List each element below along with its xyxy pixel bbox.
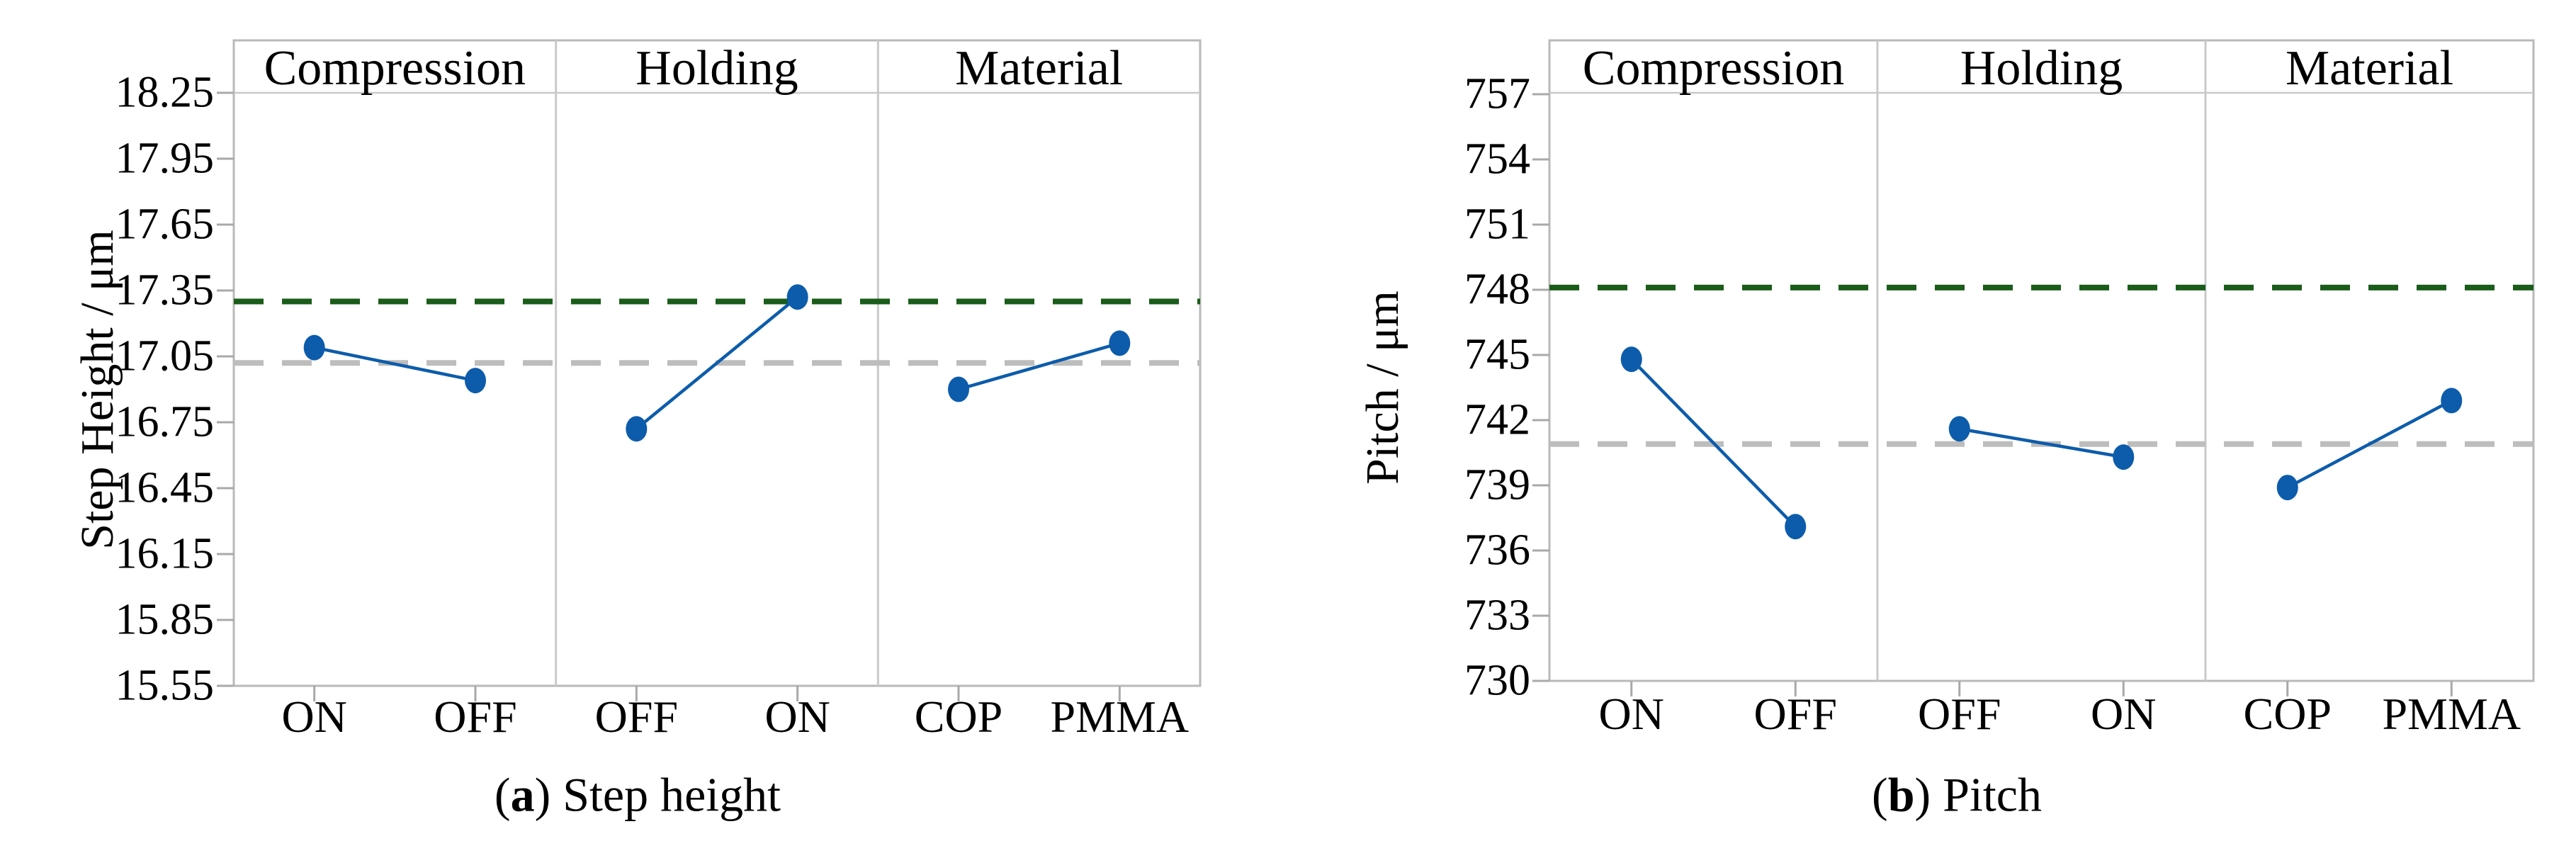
data-point xyxy=(1620,346,1642,373)
x-tick-label: OFF xyxy=(434,692,517,742)
data-point xyxy=(626,416,648,442)
panel-header-label: Material xyxy=(2285,41,2454,96)
x-tick-label: PMMA xyxy=(2382,689,2521,739)
x-tick-label: OFF xyxy=(1753,689,1837,739)
x-tick-label: OFF xyxy=(1918,689,2001,739)
panel-header-label: Holding xyxy=(1960,41,2123,96)
caption-b-letter: b xyxy=(1887,767,1915,822)
data-point xyxy=(303,334,325,361)
y-tick-label: 16.15 xyxy=(115,529,215,578)
x-tick-label: COP xyxy=(914,692,1003,742)
data-point xyxy=(1948,416,1970,442)
panel-header-label: Holding xyxy=(635,41,798,96)
y-tick-label: 16.75 xyxy=(115,397,215,446)
x-tick-label: ON xyxy=(764,692,830,742)
y-tick-label: 754 xyxy=(1464,135,1530,184)
y-tick-label: 730 xyxy=(1464,656,1530,705)
y-tick-label: 17.65 xyxy=(115,200,215,249)
x-tick-label: ON xyxy=(2091,689,2157,739)
series-line xyxy=(2286,399,2453,490)
y-tick-label: 17.35 xyxy=(115,266,215,315)
data-point xyxy=(2113,444,2135,470)
y-tick-label: 733 xyxy=(1464,591,1530,640)
y-tick-label: 16.45 xyxy=(115,463,215,512)
data-point xyxy=(465,368,486,394)
y-tick-label: 739 xyxy=(1464,461,1530,509)
series-line xyxy=(1630,358,1797,528)
x-tick-label: OFF xyxy=(594,692,679,742)
y-tick-label: 18.25 xyxy=(115,68,215,117)
data-point xyxy=(2441,388,2463,414)
caption-b-rest: ) Pitch xyxy=(1914,767,2042,822)
x-tick-label: ON xyxy=(1598,689,1664,739)
data-point xyxy=(2276,475,2298,501)
caption-a: (a) Step height xyxy=(495,767,781,823)
y-tick-label: 736 xyxy=(1464,526,1530,575)
panel-header-label: Material xyxy=(955,41,1124,96)
x-tick-label: PMMA xyxy=(1050,692,1190,742)
data-point xyxy=(948,376,969,402)
y-tick-label: 17.05 xyxy=(115,332,215,380)
data-point xyxy=(1109,330,1131,356)
y-tick-label: 742 xyxy=(1464,395,1530,444)
y-tick-label: 15.85 xyxy=(115,595,215,644)
y-tick-label: 751 xyxy=(1464,200,1530,249)
y-tick-label: 757 xyxy=(1464,69,1530,118)
plot-frame xyxy=(1548,39,2535,682)
y-tick-label: 745 xyxy=(1464,330,1530,379)
caption-a-open: ( xyxy=(494,767,511,822)
series-line xyxy=(958,342,1120,391)
caption-b: (b) Pitch xyxy=(1872,767,2042,823)
panel-header-label: Compression xyxy=(264,41,526,96)
panel-header-label: Compression xyxy=(1582,41,1845,96)
series-line xyxy=(635,295,799,431)
series-line xyxy=(1959,427,2124,459)
caption-a-letter: a xyxy=(510,767,535,822)
data-point xyxy=(1785,514,1807,540)
series-line xyxy=(314,346,476,383)
x-tick-label: ON xyxy=(281,692,347,742)
x-tick-label: COP xyxy=(2243,689,2332,739)
caption-a-rest: ) Step height xyxy=(534,767,781,822)
caption-b-open: ( xyxy=(1872,767,1888,822)
y-tick-label: 17.95 xyxy=(115,134,215,183)
data-point xyxy=(786,284,808,310)
y-tick-label: 15.55 xyxy=(115,661,215,710)
y-tick-label: 748 xyxy=(1464,265,1530,314)
y-axis-title-pitch: Pitch / μm xyxy=(1357,290,1408,485)
